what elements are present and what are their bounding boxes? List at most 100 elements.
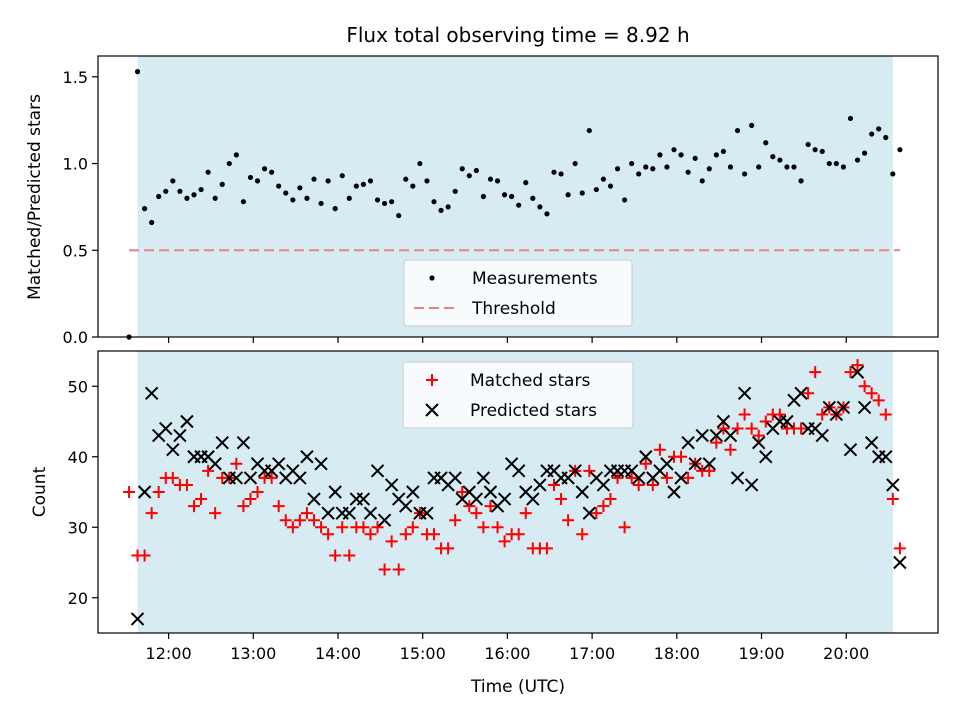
measurement-point	[777, 157, 783, 163]
matched-star-point	[844, 366, 857, 379]
predicted-star-point	[730, 471, 745, 485]
measurement-point	[332, 206, 338, 212]
legend-threshold-label: Threshold	[471, 299, 556, 319]
top-plot-frame	[97, 55, 939, 338]
matched-star-point	[378, 563, 391, 576]
measurement-point	[727, 164, 734, 170]
measurement-point	[452, 188, 458, 194]
xtick-label: 13:00	[230, 644, 276, 663]
measurement-point	[692, 155, 698, 161]
predicted-star-point	[815, 428, 829, 443]
bottom-x-axis: 12:00 13:00 14:00 15:00 16:00 17:00 18:00 19:00…	[146, 633, 869, 663]
top-y-axis-label: Matched/Predicted stars	[25, 94, 45, 300]
matched-star-point	[710, 436, 723, 449]
predicted-star-point	[759, 450, 773, 464]
top-x-ticks	[167, 337, 847, 343]
predicted-star-point	[271, 457, 286, 471]
matched-star-point	[886, 493, 899, 506]
measurement-point	[170, 178, 176, 184]
matched-star-point	[428, 528, 440, 541]
predicted-star-point	[596, 478, 611, 492]
matched-star-point	[202, 464, 215, 477]
matched-star-point	[548, 478, 560, 491]
measurement-point	[410, 183, 416, 189]
measurement-point	[297, 185, 303, 191]
measurement-point	[664, 164, 670, 170]
measurement-point	[473, 167, 479, 174]
predicted-star-point	[639, 450, 653, 464]
predicted-star-point	[173, 428, 187, 443]
measurement-point	[516, 202, 522, 208]
measurement-point	[770, 154, 776, 160]
matched-star-point	[731, 422, 744, 435]
predicted-star-point	[631, 471, 646, 485]
measurement-point	[861, 150, 868, 156]
matched-star-point	[540, 542, 553, 555]
measurement-point	[149, 219, 155, 226]
measurement-point	[438, 207, 444, 213]
predicted-star-point	[857, 400, 872, 415]
measurement-point	[346, 195, 352, 201]
measurement-point	[353, 183, 359, 189]
measurement-point	[269, 169, 275, 175]
predicted-star-point	[363, 506, 378, 520]
measurement-point	[798, 178, 804, 184]
top-y-axis: 0.0 0.5 1.0 1.5	[63, 68, 98, 347]
matched-star-point	[865, 387, 878, 400]
matched-star-point	[519, 507, 532, 520]
measurement-point	[812, 147, 818, 153]
measurement-point	[579, 190, 585, 196]
measurement-point	[191, 192, 197, 198]
matched-star-point	[597, 500, 610, 513]
matched-star-point	[618, 521, 631, 534]
measurement-point	[141, 206, 148, 212]
measurement-point	[565, 192, 571, 198]
predicted-star-point	[575, 485, 589, 499]
measurement-point	[417, 160, 423, 167]
matched-star-point	[646, 478, 659, 491]
matched-star-point	[406, 521, 419, 534]
bottom-legend: Matched stars Predicted stars	[402, 361, 634, 429]
measurement-point	[523, 180, 529, 186]
measurement-point	[869, 131, 875, 137]
measurement-point	[629, 160, 635, 167]
top-panel: 0.0 0.5 1.0 1.5 Matched/Predicted stars Mea…	[25, 55, 939, 347]
measurement-point	[445, 204, 451, 210]
measurement-point	[156, 193, 162, 200]
bottom-legend-box	[402, 361, 634, 429]
predicted-star-point	[300, 450, 314, 464]
matched-star-point	[512, 528, 525, 541]
measurement-point	[883, 134, 889, 141]
matched-star-point	[604, 493, 617, 506]
matched-star-point	[343, 549, 356, 562]
matched-star-point	[385, 535, 398, 548]
predicted-star-point	[780, 414, 794, 429]
measurement-point	[699, 178, 705, 184]
measurement-point	[897, 147, 903, 153]
measurement-point	[205, 169, 211, 175]
xtick-label: 17:00	[569, 644, 615, 663]
measurement-point	[431, 199, 437, 205]
matched-star-point	[809, 366, 822, 379]
measurement-point	[163, 188, 169, 194]
matched-star-point	[371, 521, 384, 534]
measurement-point	[621, 197, 628, 203]
matched-star-point	[653, 443, 666, 456]
predicted-star-point	[307, 492, 321, 506]
predicted-star-point	[751, 435, 766, 450]
predicted-star-point	[130, 612, 145, 626]
predicted-star-point	[893, 555, 907, 570]
predicted-star-point	[342, 506, 357, 520]
legend-predicted-label: Predicted stars	[470, 401, 597, 421]
measurement-point	[360, 181, 367, 187]
matched-star-point	[272, 500, 285, 513]
top-ytick-label: 1.5	[63, 68, 88, 87]
measurement-point	[685, 169, 691, 175]
matched-star-point	[166, 471, 179, 484]
predicted-star-point	[476, 471, 491, 485]
measurement-point	[290, 197, 296, 203]
matched-star-point	[244, 493, 257, 506]
measurement-point	[614, 166, 621, 172]
matched-star-point	[463, 500, 476, 513]
